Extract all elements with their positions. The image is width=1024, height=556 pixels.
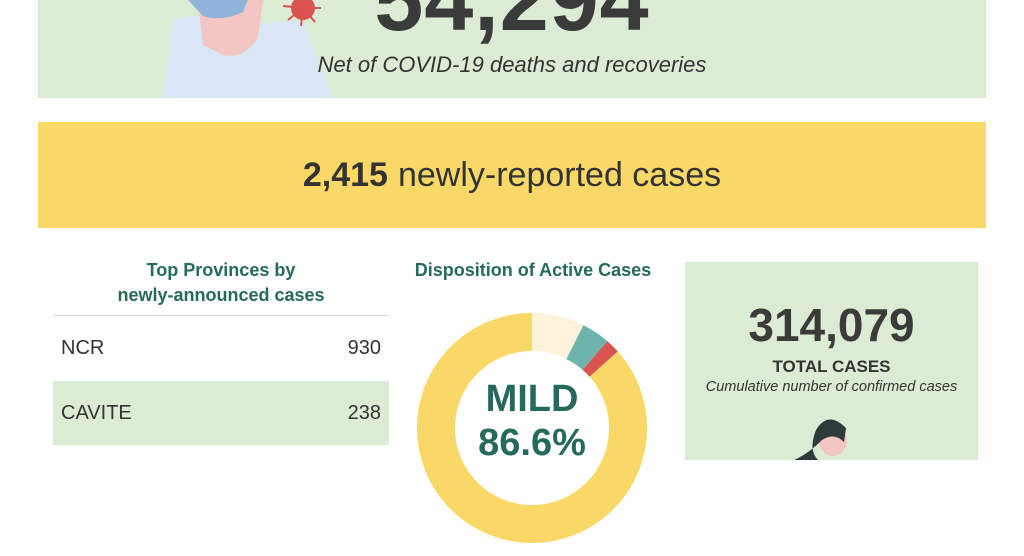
disposition-title: Disposition of Active Cases <box>414 260 652 280</box>
donut-center-value: 86.6% <box>478 422 586 464</box>
new-cases-label: newly-reported cases <box>397 155 722 194</box>
province-value: 930 <box>347 336 381 359</box>
province-row: CAVITE 238 <box>53 381 389 445</box>
donut-segment-light <box>417 313 647 543</box>
province-row: NCR 930 <box>53 316 389 380</box>
donut-segment-teal <box>417 313 647 543</box>
provinces-title-line1: Top Provinces by <box>146 260 296 280</box>
active-cases-banner: 54,294 Net of COVID-19 deaths and recove… <box>38 0 986 98</box>
new-cases-number: 2,415 <box>302 155 388 194</box>
provinces-divider <box>53 315 389 316</box>
person-with-virus-illustration <box>163 0 333 98</box>
provinces-title: Top Provinces by newly-announced cases <box>53 258 389 308</box>
donut-center-label: MILD <box>485 378 579 420</box>
active-cases-caption: Net of COVID-19 deaths and recoveries <box>317 52 707 77</box>
provinces-title-line2: newly-announced cases <box>117 285 325 305</box>
total-cases-label: TOTAL CASES <box>772 357 891 376</box>
province-name: CAVITE <box>61 401 132 424</box>
province-name: NCR <box>61 336 105 359</box>
new-cases-banner: 2,415 newly-reported cases <box>38 122 986 228</box>
total-cases-description: Cumulative number of confirmed cases <box>705 379 958 395</box>
total-cases-number: 314,079 <box>748 299 915 351</box>
active-cases-number: 54,294 <box>38 0 986 50</box>
province-value: 238 <box>347 401 381 424</box>
person-illustration <box>794 419 847 460</box>
total-cases-card: 314,079 TOTAL CASES Cumulative number of… <box>685 262 978 460</box>
